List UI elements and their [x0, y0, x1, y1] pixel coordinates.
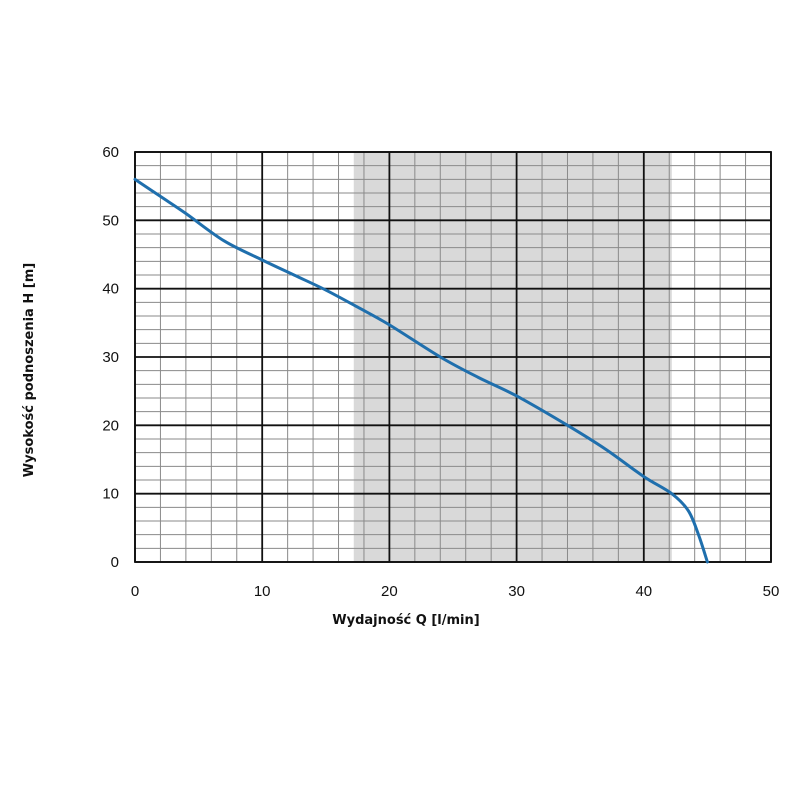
major-grid	[134, 151, 772, 563]
x-tick-labels: 0 10 20 30 40 50	[131, 583, 780, 600]
y-tick-label: 60	[102, 144, 119, 161]
y-axis-title: Wysokość podnoszenia H [m]	[22, 263, 37, 477]
y-tick-label: 30	[102, 349, 119, 366]
y-tick-label: 10	[102, 486, 119, 503]
x-tick-label: 20	[381, 583, 398, 600]
series-line	[133, 177, 709, 564]
x-tick-label: 10	[254, 583, 271, 600]
y-tick-label: 0	[111, 554, 119, 571]
plot-frame	[134, 151, 772, 563]
x-tick-label: 50	[763, 583, 780, 600]
y-tick-label: 20	[102, 417, 119, 434]
x-tick-label: 40	[635, 583, 652, 600]
y-tick-label: 50	[102, 212, 119, 229]
y-tick-labels: 0 10 20 30 40 50 60	[102, 144, 119, 571]
x-tick-label: 0	[131, 583, 139, 600]
y-tick-label: 40	[102, 281, 119, 298]
series-layer	[133, 177, 709, 564]
x-axis-title: Wydajność Q [l/min]	[332, 613, 479, 628]
x-tick-label: 30	[508, 583, 525, 600]
